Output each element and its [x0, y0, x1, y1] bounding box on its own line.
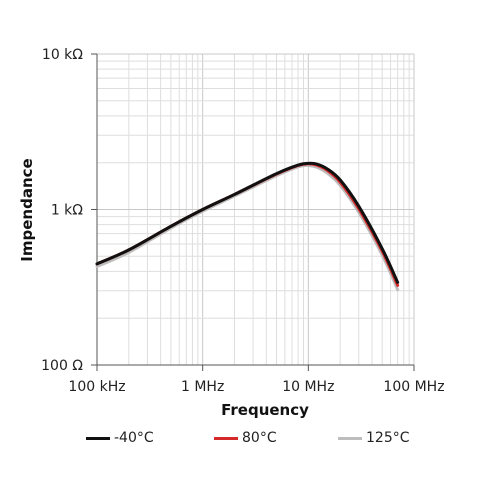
legend-swatch — [338, 436, 362, 440]
legend-swatch — [214, 436, 238, 440]
y-tick-label: 10 kΩ — [42, 47, 83, 63]
axes — [91, 53, 415, 371]
x-axis-label: Frequency — [221, 401, 309, 419]
legend-item-neg40: -40°C — [86, 428, 154, 448]
grid — [96, 53, 415, 366]
legend-label: 80°C — [242, 430, 277, 446]
y-tick-label: 100 Ω — [41, 358, 83, 374]
legend-item-125: 125°C — [338, 428, 410, 448]
y-tick-label: 1 kΩ — [51, 203, 83, 219]
legend-label: 125°C — [366, 430, 410, 446]
x-tick-label: 1 MHz — [181, 379, 224, 395]
legend-item-80: 80°C — [214, 428, 277, 448]
x-tick-label: 100 kHz — [68, 379, 125, 395]
series-line--40c — [95, 161, 400, 284]
series-lines — [95, 161, 400, 292]
legend: -40°C 80°C 125°C — [0, 428, 480, 448]
x-tick-label: 10 MHz — [282, 379, 334, 395]
tick-labels: 100 kHz 1 MHz 10 MHz 100 MHz 100 Ω 1 kΩ 10 kΩ — [41, 47, 444, 395]
x-tick-label: 100 MHz — [383, 379, 444, 395]
y-axis-label: Impendance — [18, 158, 36, 261]
legend-label: -40°C — [114, 430, 154, 446]
legend-swatch — [86, 436, 110, 440]
